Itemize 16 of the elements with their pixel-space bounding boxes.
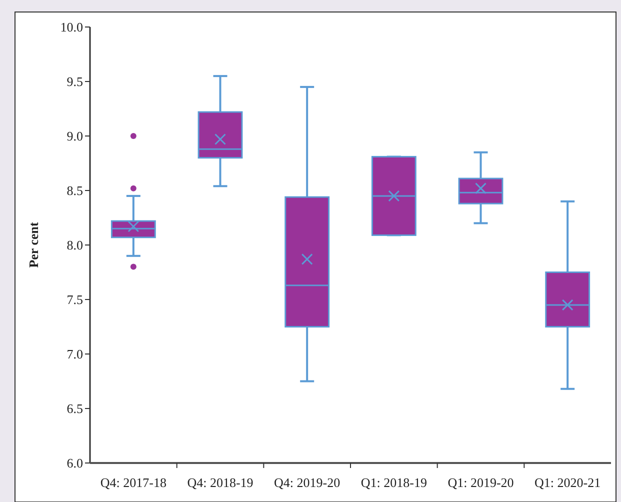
x-tick-label: Q4: 2018-19 xyxy=(187,475,254,490)
y-tick-label: 7.0 xyxy=(66,346,83,362)
y-tick-label: 10.0 xyxy=(60,20,83,35)
y-tick-label: 9.5 xyxy=(66,74,83,90)
y-tick-label: 7.5 xyxy=(66,292,83,308)
y-tick-label: 6.5 xyxy=(66,401,83,416)
x-tick-label: Q1: 2019-20 xyxy=(448,475,514,490)
x-tick-label: Q1: 2020-21 xyxy=(534,475,601,490)
y-axis-title: Per cent xyxy=(26,222,41,268)
x-tick-label: Q4: 2019-20 xyxy=(274,475,340,490)
y-tick-label: 9.0 xyxy=(66,128,83,144)
y-tick-label: 8.0 xyxy=(66,238,83,253)
x-tick-label: Q4: 2017-18 xyxy=(100,475,166,490)
x-tick-label: Q1: 2018-19 xyxy=(360,475,427,490)
y-tick-label: 6.0 xyxy=(66,456,83,471)
y-tick-label: 8.5 xyxy=(66,183,83,198)
